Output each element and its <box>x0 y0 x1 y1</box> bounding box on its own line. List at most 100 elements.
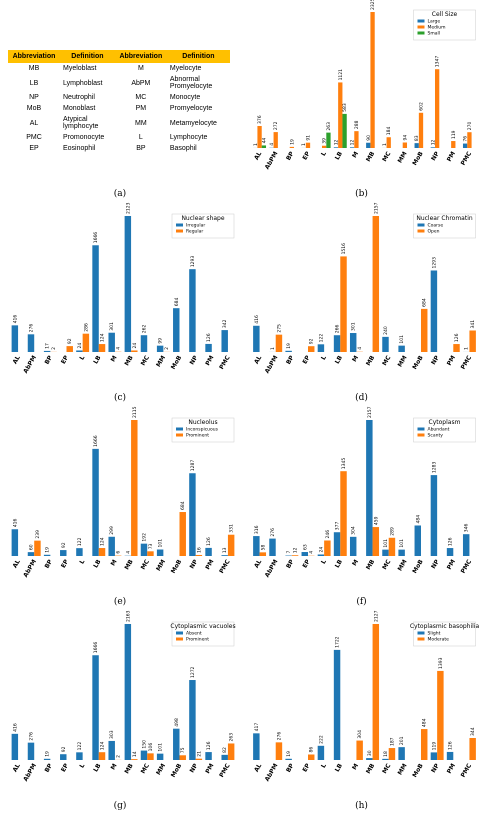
value-label: 101 <box>383 539 389 548</box>
legend-label: Medium <box>428 25 446 31</box>
bar <box>437 670 444 760</box>
value-label: 1 <box>382 143 388 146</box>
bar <box>366 420 373 556</box>
bar <box>60 754 67 760</box>
bar <box>275 742 283 760</box>
abbreviation-table: Abbreviation Definition Abbreviation Defini… <box>8 50 230 154</box>
value-label: 344 <box>470 727 476 736</box>
bar <box>321 145 327 148</box>
value-label: 684 <box>422 298 428 307</box>
x-tick-label: NP <box>430 150 441 162</box>
value-label: 4 <box>269 143 275 146</box>
bar <box>66 346 73 352</box>
value-label: 12 <box>350 139 356 145</box>
x-tick-label: PMC <box>218 762 232 779</box>
bar <box>173 728 180 760</box>
value-label: 6 <box>116 551 122 554</box>
bar <box>76 350 83 352</box>
table-cell: PMC <box>26 134 42 141</box>
value-label: 270 <box>467 121 473 130</box>
bar <box>386 137 391 148</box>
bar <box>421 729 428 760</box>
value-label: 14 <box>132 751 138 757</box>
value-label: 124 <box>100 537 106 546</box>
table-cell: MoB <box>26 105 42 112</box>
x-tick-label: EP <box>301 558 312 569</box>
legend-title: Nuclear Chromatin <box>416 215 473 222</box>
value-label: 1666 <box>93 435 99 447</box>
value-label: 1287 <box>190 460 196 472</box>
bar <box>189 680 196 760</box>
header-row: Abbreviation Definition Abbreviation Defini… <box>8 50 230 63</box>
bar <box>446 751 454 760</box>
legend-swatch <box>417 19 425 23</box>
x-tick-label: AbPM <box>264 762 280 782</box>
bar <box>317 344 325 352</box>
legend-swatch <box>417 637 425 641</box>
legend-swatch <box>176 223 183 227</box>
x-tick-label: NP <box>430 762 441 774</box>
bar <box>349 536 357 556</box>
x-tick-label: LB <box>92 354 102 365</box>
panel-caption: (a) <box>114 188 126 199</box>
table-cell: Abnormal Promyelocyte <box>169 76 213 90</box>
x-tick-label: L <box>78 762 86 769</box>
value-label: 272 <box>273 121 279 130</box>
value-label: 416 <box>12 315 18 324</box>
value-label: 376 <box>257 115 263 124</box>
value-label: 201 <box>399 736 405 745</box>
x-tick-label: MB <box>123 762 135 775</box>
table-row: NP Neutrophil MC Monocyte <box>8 92 230 103</box>
legend-label: Abundant <box>428 427 450 433</box>
value-label: 91 <box>306 135 312 141</box>
x-tick-label: MoB <box>411 150 425 167</box>
value-label: 126 <box>454 333 460 342</box>
value-label: 2157 <box>367 406 373 418</box>
x-tick-label: MC <box>381 762 393 775</box>
x-tick-label: AL <box>253 558 263 569</box>
value-label: 106 <box>148 743 154 752</box>
value-label: 1347 <box>435 56 441 68</box>
bar <box>221 330 228 352</box>
value-label: 289 <box>389 527 395 536</box>
bar <box>285 758 292 760</box>
bar <box>43 758 51 760</box>
x-tick-label: BP <box>285 762 296 774</box>
table-cell: Lymphocyte <box>169 134 208 141</box>
value-label: 1516 <box>341 243 347 255</box>
bar <box>291 555 299 556</box>
value-label: 2 <box>116 755 122 758</box>
bar <box>382 336 389 352</box>
value-label: 19 <box>45 547 51 553</box>
x-tick-label: MB <box>365 150 377 163</box>
x-tick-label: NP <box>430 558 441 570</box>
table-row: PMC Promonocyte L Lymphocyte <box>8 132 230 143</box>
bar <box>76 548 83 556</box>
value-label: 301 <box>109 322 115 331</box>
value-label: 2325 <box>370 0 376 10</box>
value-label: 60 <box>28 544 34 550</box>
value-label: 1293 <box>431 257 437 269</box>
panel-caption: (f) <box>356 596 366 607</box>
bar <box>430 270 438 352</box>
bar <box>333 532 341 556</box>
value-label: 101 <box>399 539 405 548</box>
bar <box>453 344 460 352</box>
panel-caption: (g) <box>114 800 127 811</box>
value-label: 150 <box>141 740 147 749</box>
value-label: 346 <box>464 523 470 532</box>
x-tick-label: EP <box>60 762 71 773</box>
x-tick-label: AbPM <box>264 354 280 374</box>
legend-swatch <box>176 637 183 641</box>
table-cell: EP <box>29 145 39 152</box>
bar <box>269 538 276 556</box>
bar <box>356 740 363 760</box>
x-tick-label: BP <box>44 762 55 774</box>
bar <box>398 345 405 352</box>
legend-title: Cytoplasmic vacuoles <box>170 623 235 630</box>
value-label: 2 <box>51 347 57 350</box>
legend-swatch <box>176 433 183 437</box>
legend-swatch <box>176 631 183 635</box>
bar <box>156 753 164 760</box>
